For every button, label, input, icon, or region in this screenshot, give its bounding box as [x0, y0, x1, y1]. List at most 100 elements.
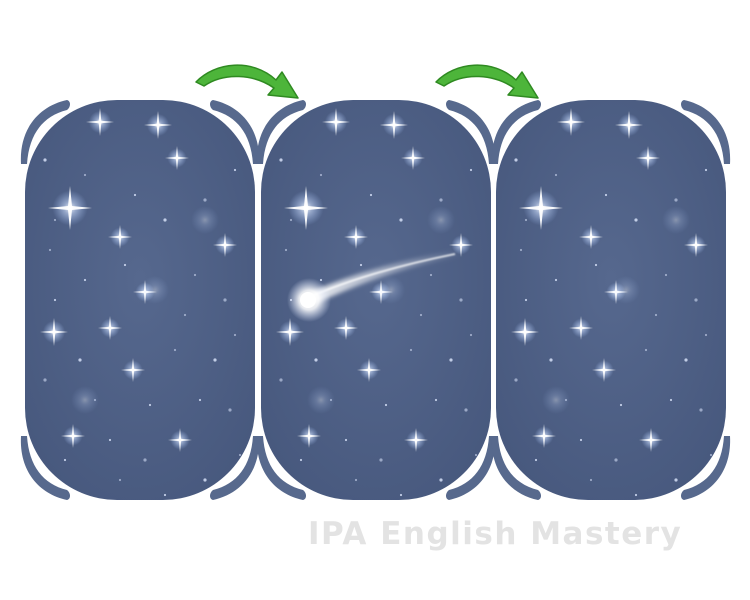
small-star-dot [198, 398, 202, 402]
corner-bracket-shape [20, 436, 71, 500]
panel-1-stars [40, 108, 242, 497]
soft-star-glow [71, 386, 99, 414]
soft-star-glow [377, 276, 405, 304]
small-star-dot [279, 378, 283, 382]
soft-star-glow [427, 206, 455, 234]
sparkle-star-core [307, 434, 311, 438]
small-star-dot [589, 478, 593, 482]
small-star-dot [519, 248, 523, 252]
small-star-dot [344, 438, 348, 442]
sparkle-star-core [367, 368, 371, 372]
small-star-dot [359, 263, 363, 267]
sparkle-star-core [627, 123, 631, 127]
small-star-dot [163, 493, 167, 497]
soft-star-glow [191, 206, 219, 234]
small-star-dot [664, 273, 668, 277]
small-star-dot [384, 403, 388, 407]
sparkle-star-core [569, 120, 573, 124]
corner-bracket-shape [681, 436, 731, 500]
small-star-dot [524, 218, 528, 222]
corner-bracket-shape [681, 100, 731, 164]
soft-star-glow [542, 386, 570, 414]
small-star-dot [369, 193, 373, 197]
small-star-dot [604, 193, 608, 197]
sparkle-star-core [589, 235, 593, 239]
sparkle-star-core [538, 205, 544, 211]
small-star-dot [148, 403, 152, 407]
soft-star-glow [662, 206, 690, 234]
small-star-dot [579, 438, 583, 442]
small-star-dot [674, 478, 678, 482]
small-star-dot [299, 458, 303, 462]
small-star-dot [43, 158, 47, 162]
small-star-dot [549, 358, 553, 362]
small-star-dot [228, 408, 232, 412]
sparkle-star-core [52, 330, 56, 334]
corner-bracket-shape [210, 100, 260, 164]
sparkle-star-core [354, 235, 358, 239]
small-star-dot [223, 298, 227, 302]
small-star-dot [474, 453, 478, 457]
small-star-dot [203, 198, 207, 202]
sparkle-star-core [602, 368, 606, 372]
small-star-dot [419, 313, 423, 317]
small-star-dot [238, 453, 242, 457]
sparkle-star-core [334, 120, 338, 124]
small-star-dot [439, 198, 443, 202]
small-star-dot [409, 348, 413, 352]
sparkle-star-core [344, 326, 348, 330]
corner-bracket-shape [256, 436, 306, 500]
sparkle-star-core [131, 368, 135, 372]
small-star-dot [43, 378, 47, 382]
small-star-dot [614, 458, 618, 462]
small-star-dot [63, 458, 67, 462]
small-star-dot [83, 173, 87, 177]
small-star-dot [143, 458, 147, 462]
small-star-dot [524, 298, 528, 302]
small-star-dot [279, 158, 283, 162]
small-star-dot [554, 173, 558, 177]
small-star-dot [594, 263, 598, 267]
small-star-dot [669, 398, 673, 402]
sparkle-star-core [411, 156, 415, 160]
small-star-dot [233, 168, 237, 172]
sky-panel-3 [496, 100, 726, 500]
small-star-dot [133, 193, 137, 197]
sky-panel-1 [25, 100, 255, 500]
sky-panel-2 [261, 100, 491, 500]
sparkle-star-core [223, 243, 227, 247]
sparkle-star-core [118, 235, 122, 239]
panel-corner-brackets [20, 100, 731, 500]
small-star-dot [459, 298, 463, 302]
sparkle-star-core [288, 330, 292, 334]
small-star-dot [118, 478, 122, 482]
corner-bracket-shape [491, 436, 541, 500]
small-star-dot [634, 493, 638, 497]
small-star-dot [233, 333, 237, 337]
small-star-dot [534, 458, 538, 462]
sparkle-star-core [646, 156, 650, 160]
watermark-text: IPA English Mastery [308, 516, 683, 552]
small-star-dot [704, 333, 708, 337]
small-star-dot [399, 218, 403, 222]
small-star-dot [469, 168, 473, 172]
small-star-dot [53, 298, 57, 302]
small-star-dot [289, 218, 293, 222]
small-star-dot [634, 218, 638, 222]
sparkle-star-core [414, 438, 418, 442]
panel-2-stars [276, 108, 478, 497]
small-star-dot [464, 408, 468, 412]
small-star-dot [449, 358, 453, 362]
small-star-dot [379, 458, 383, 462]
sparkle-star-core [98, 120, 102, 124]
small-star-dot [193, 273, 197, 277]
small-star-dot [108, 438, 112, 442]
small-star-dot [53, 218, 57, 222]
small-star-dot [469, 333, 473, 337]
small-star-dot [514, 158, 518, 162]
small-star-dot [709, 453, 713, 457]
small-star-dot [654, 313, 658, 317]
corner-bracket-shape [446, 436, 496, 500]
soft-star-glow [612, 276, 640, 304]
small-star-dot [429, 273, 433, 277]
